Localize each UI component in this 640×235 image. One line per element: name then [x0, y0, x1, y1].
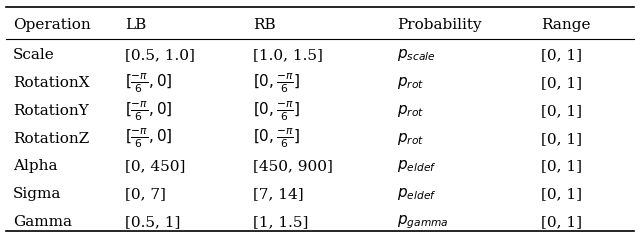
Text: $[\frac{-\pi}{6}, 0]$: $[\frac{-\pi}{6}, 0]$ [125, 127, 172, 150]
Text: RotationX: RotationX [13, 76, 90, 90]
Text: [0, 1]: [0, 1] [541, 48, 582, 62]
Text: Range: Range [541, 18, 590, 32]
Text: Scale: Scale [13, 48, 54, 62]
Text: [0, 1]: [0, 1] [541, 76, 582, 90]
Text: [0, 1]: [0, 1] [541, 187, 582, 201]
Text: Gamma: Gamma [13, 215, 72, 229]
Text: $p_{rot}$: $p_{rot}$ [397, 131, 424, 147]
Text: [1.0, 1.5]: [1.0, 1.5] [253, 48, 323, 62]
Text: [0, 1]: [0, 1] [541, 160, 582, 173]
Text: $[0, \frac{-\pi}{6}]$: $[0, \frac{-\pi}{6}]$ [253, 99, 300, 123]
Text: $p_{rot}$: $p_{rot}$ [397, 75, 424, 91]
Text: [0, 1]: [0, 1] [541, 132, 582, 146]
Text: [0, 7]: [0, 7] [125, 187, 166, 201]
Text: [7, 14]: [7, 14] [253, 187, 303, 201]
Text: [0.5, 1.0]: [0.5, 1.0] [125, 48, 195, 62]
Text: LB: LB [125, 18, 146, 32]
Text: [1, 1.5]: [1, 1.5] [253, 215, 308, 229]
Text: Operation: Operation [13, 18, 90, 32]
Text: $[0, \frac{-\pi}{6}]$: $[0, \frac{-\pi}{6}]$ [253, 71, 300, 95]
Text: RotationY: RotationY [13, 104, 88, 118]
Text: Alpha: Alpha [13, 160, 58, 173]
Text: Sigma: Sigma [13, 187, 61, 201]
Text: $p_{rot}$: $p_{rot}$ [397, 103, 424, 119]
Text: $[\frac{-\pi}{6}, 0]$: $[\frac{-\pi}{6}, 0]$ [125, 99, 172, 123]
Text: [0, 1]: [0, 1] [541, 104, 582, 118]
Text: RotationZ: RotationZ [13, 132, 89, 146]
Text: [0.5, 1]: [0.5, 1] [125, 215, 180, 229]
Text: Probability: Probability [397, 18, 481, 32]
Text: $[0, \frac{-\pi}{6}]$: $[0, \frac{-\pi}{6}]$ [253, 127, 300, 150]
Text: $p_{eldef}$: $p_{eldef}$ [397, 186, 436, 202]
Text: RB: RB [253, 18, 275, 32]
Text: $p_{gamma}$: $p_{gamma}$ [397, 213, 449, 231]
Text: $p_{eldef}$: $p_{eldef}$ [397, 158, 436, 174]
Text: [0, 1]: [0, 1] [541, 215, 582, 229]
Text: $[\frac{-\pi}{6}, 0]$: $[\frac{-\pi}{6}, 0]$ [125, 71, 172, 95]
Text: [0, 450]: [0, 450] [125, 160, 185, 173]
Text: [450, 900]: [450, 900] [253, 160, 333, 173]
Text: $p_{scale}$: $p_{scale}$ [397, 47, 436, 63]
